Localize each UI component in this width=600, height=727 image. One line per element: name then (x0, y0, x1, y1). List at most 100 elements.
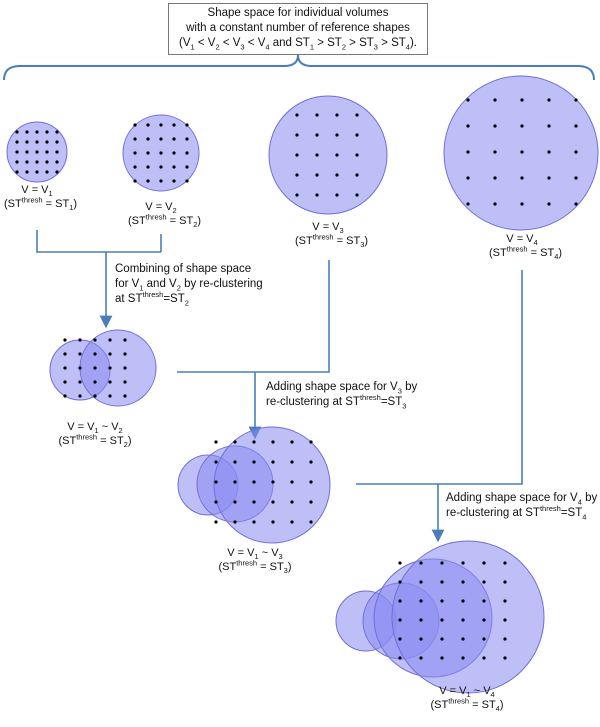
dot-v3 (335, 133, 339, 137)
connector-v3 (177, 260, 330, 373)
dot-v4 (493, 98, 497, 102)
dot-v1 (35, 160, 39, 164)
dot-v4 (520, 98, 524, 102)
dot-v1v4 (440, 637, 444, 641)
dot-v1v4 (398, 599, 402, 603)
dot-v1v3 (309, 460, 313, 464)
dot-v1v3 (271, 520, 275, 524)
note-combine-v1-v2: Combining of shape space for V1 and V2 b… (115, 263, 263, 308)
dot-v1 (35, 130, 39, 134)
dot-v4 (547, 202, 551, 206)
dot-v2 (146, 137, 150, 141)
dot-v1v4 (461, 637, 465, 641)
dot-v1 (15, 160, 19, 164)
dot-v1v4 (419, 637, 423, 641)
dot-v1v4 (461, 580, 465, 584)
dot-v1 (45, 170, 49, 174)
dot-v1v2 (63, 338, 67, 342)
dot-v1v2 (123, 338, 127, 342)
dot-v1 (15, 150, 19, 154)
dot-v1v4 (482, 656, 486, 660)
dot-v1 (45, 150, 49, 154)
dot-v4 (547, 124, 551, 128)
dot-v4 (547, 176, 551, 180)
dot-v1 (35, 140, 39, 144)
dot-v1v3 (252, 500, 256, 504)
top-brace (3, 54, 595, 81)
dot-v1v4 (398, 580, 402, 584)
dot-v1v3 (214, 500, 218, 504)
circle-v1v2-b (79, 329, 157, 407)
dot-v1v2 (108, 366, 112, 370)
dot-v1v3 (233, 480, 237, 484)
dot-v2 (185, 165, 189, 169)
dot-v2 (159, 151, 163, 155)
dot-v3 (335, 113, 339, 117)
dot-v3 (355, 153, 359, 157)
title-line-1: Shape space for individual volumes (207, 7, 389, 19)
dot-v1v2 (93, 394, 97, 398)
dot-v4 (466, 150, 470, 154)
dot-v1v3 (290, 480, 294, 484)
dot-v3 (355, 133, 359, 137)
dot-v4 (574, 124, 578, 128)
dot-v1v2 (93, 366, 97, 370)
dot-v4 (493, 202, 497, 206)
dot-v1v2 (78, 394, 82, 398)
dot-v1 (55, 150, 59, 154)
dot-v2 (146, 123, 150, 127)
dot-v4 (547, 150, 551, 154)
label-v1: V = V1 (STthresh = ST1) (4, 184, 78, 213)
dot-v1v2 (63, 366, 67, 370)
dot-v1v3 (309, 520, 313, 524)
dot-v4 (574, 98, 578, 102)
dot-v1v2 (78, 352, 82, 356)
dot-v1 (35, 170, 39, 174)
dot-v2 (185, 137, 189, 141)
dot-v2 (185, 179, 189, 183)
dot-v1v4 (440, 580, 444, 584)
dot-v1v3 (214, 460, 218, 464)
dot-v1 (55, 160, 59, 164)
dot-v4 (466, 124, 470, 128)
dot-v1v4 (398, 637, 402, 641)
dot-v1v2 (108, 352, 112, 356)
dot-v1v4 (440, 656, 444, 660)
dot-v1 (45, 160, 49, 164)
dot-v1v3 (290, 520, 294, 524)
dot-v1v2 (108, 394, 112, 398)
dot-v4 (520, 176, 524, 180)
dot-v1v2 (123, 352, 127, 356)
dot-v1v4 (398, 656, 402, 660)
dot-v1 (55, 140, 59, 144)
dot-v1v3 (309, 440, 313, 444)
dot-v1v4 (419, 599, 423, 603)
dot-v1 (15, 140, 19, 144)
dot-v1v4 (503, 618, 507, 622)
dot-v1v3 (309, 500, 313, 504)
dot-v1v4 (503, 580, 507, 584)
dot-v1v4 (461, 561, 465, 565)
dot-v1v3 (290, 440, 294, 444)
dot-v1v2 (93, 380, 97, 384)
dot-v1v3 (233, 500, 237, 504)
dot-v1v3 (214, 520, 218, 524)
dot-v1v4 (419, 580, 423, 584)
dot-v2 (185, 123, 189, 127)
dot-v1v4 (482, 599, 486, 603)
dot-v1v4 (440, 599, 444, 603)
dot-v4 (466, 202, 470, 206)
dot-v2 (185, 151, 189, 155)
dot-v1 (55, 170, 59, 174)
dot-v4 (574, 150, 578, 154)
dot-v4 (520, 150, 524, 154)
dot-v3 (335, 173, 339, 177)
dot-v2 (146, 165, 150, 169)
dot-v1v4 (461, 656, 465, 660)
dot-v1v3 (271, 440, 275, 444)
dot-v1v2 (123, 366, 127, 370)
dot-v2 (133, 165, 137, 169)
dot-v3 (315, 193, 319, 197)
dot-v2 (146, 151, 150, 155)
dot-v3 (355, 173, 359, 177)
